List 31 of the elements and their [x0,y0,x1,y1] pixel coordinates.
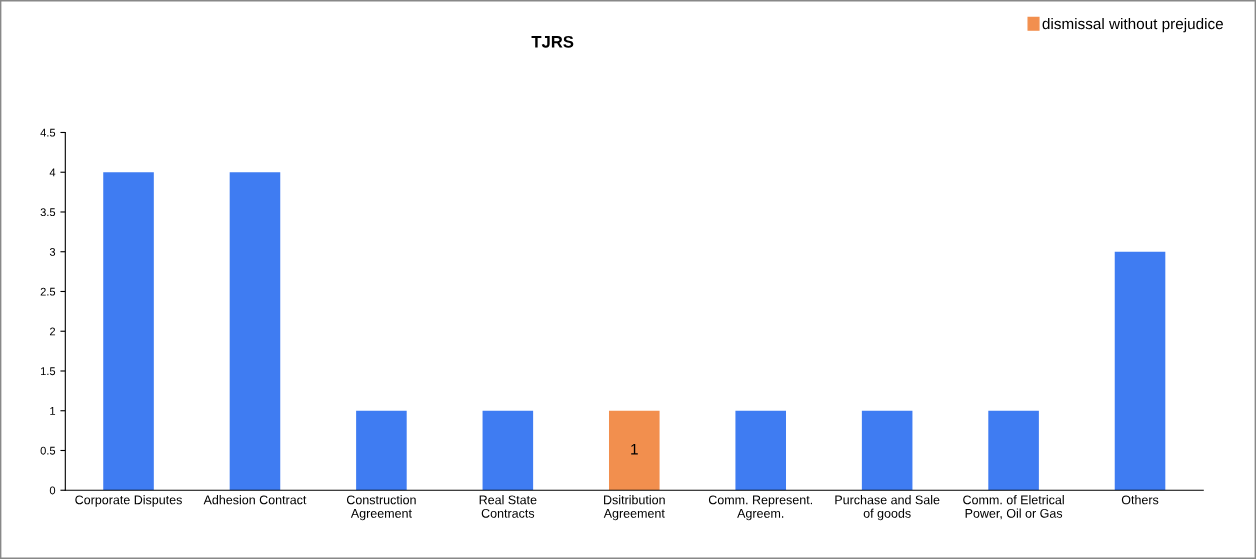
y-tick-label: 4.5 [40,128,56,137]
x-tick-label: Comm. of Eletrical Power, Oil or Gas [963,495,1064,520]
bar [608,410,660,491]
x-tick-label: Adhesion Contract [203,495,307,505]
bar [861,410,913,491]
y-tick-label: 0 [49,486,56,495]
x-tick-label: Purchase and Sale of goods [835,495,940,521]
bar [482,410,534,491]
y-tick-label: 1.5 [40,367,56,376]
x-tick-label: Real State Contracts [479,495,537,518]
bar [1114,251,1166,491]
bar [356,410,407,491]
y-tick-label: 3.5 [40,208,56,217]
bar [735,410,786,491]
chart-title: TJRS [531,35,574,48]
y-tick-label: 1 [50,407,56,415]
legend-label: dismissal without prejudice [1042,17,1223,33]
x-tick-label: Construction Agreement [346,495,416,521]
x-tick-label: Corporate Disputes [75,495,182,507]
y-tick-label: 2.5 [40,287,56,296]
bar [988,410,1039,491]
data-label: 1 [631,443,638,455]
x-tick-label: Comm. Represent. Agreem. [708,495,813,521]
bar [229,172,281,491]
y-tick-label: 2 [49,327,56,336]
x-tick-label: Others [1121,495,1159,505]
y-tick-label: 3 [49,248,56,256]
y-tick-label: 0.5 [40,446,56,455]
y-tick-label: 4 [49,168,56,177]
bar [103,172,154,491]
x-tick-label: Dsitribution Agreement [603,495,665,521]
